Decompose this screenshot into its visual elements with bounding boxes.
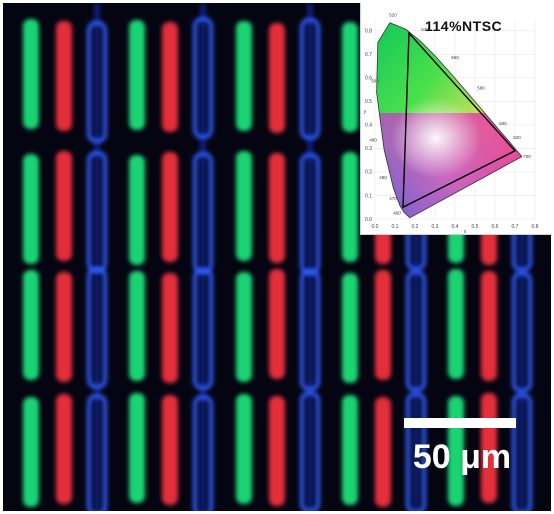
wavelength-label: 480 [379, 175, 387, 180]
subpixel-blue [512, 271, 532, 393]
blue-column-glow [307, 3, 313, 511]
subpixel-green [342, 395, 358, 505]
subpixel-red [269, 153, 285, 263]
subpixel-red [56, 272, 72, 382]
subpixel-green [342, 273, 358, 383]
x-tick-label: 0.5 [472, 224, 479, 230]
subpixel-green [23, 19, 39, 129]
subpixel-green [129, 20, 145, 130]
subpixel-green [23, 270, 39, 380]
x-axis-label: x [464, 229, 467, 234]
scale-bar-label: 50 μm [412, 438, 512, 476]
cie-chromaticity-diagram: 0.0 0.1 0.2 0.3 0.4 0.5 0.6 0.7 0.8 0.0 0.1 0.2 0.3 0… [364, 13, 539, 234]
subpixel-green [129, 271, 145, 381]
subpixel-red [162, 22, 178, 132]
blue-column-glow [94, 3, 100, 511]
subpixel-red [56, 151, 72, 261]
y-tick-label: 0.1 [365, 193, 372, 199]
x-tick-label: 0.2 [412, 224, 419, 230]
subpixel-green [342, 152, 358, 262]
wavelength-label: 600 [499, 121, 507, 126]
x-tick-label: 0.3 [432, 224, 439, 230]
y-tick-label: 0.6 [365, 76, 372, 82]
subpixel-green [23, 154, 39, 264]
subpixel-blue [193, 395, 213, 511]
y-tick-label: 0.2 [365, 170, 372, 176]
wavelength-label: 620 [513, 135, 521, 140]
subpixel-blue [193, 268, 213, 390]
subpixel-green [236, 21, 252, 131]
x-tick-label: 0.0 [372, 224, 379, 230]
subpixel-green [236, 394, 252, 504]
subpixel-red [162, 395, 178, 505]
subpixel-green [236, 151, 252, 261]
y-tick-label: 0.8 [365, 29, 372, 35]
subpixel-green [342, 22, 358, 132]
color-gamut-inset: 0.0 0.1 0.2 0.3 0.4 0.5 0.6 0.7 0.8 0.0 0.1 0.2 0.3 0… [360, 3, 552, 235]
x-tick-label: 0.7 [512, 224, 519, 230]
scale-bar: 50 μm [404, 412, 516, 476]
subpixel-blue [87, 394, 107, 511]
wavelength-label: 540 [421, 27, 429, 32]
gamut-triangle [402, 31, 517, 209]
subpixel-blue [300, 391, 320, 511]
subpixel-red [162, 152, 178, 262]
subpixel-red [375, 397, 391, 507]
wavelength-label: 580 [477, 86, 485, 91]
wavelength-label: 470 [389, 196, 397, 201]
wavelength-label: 560 [451, 55, 459, 60]
blue-column-glow [200, 3, 206, 511]
x-tick-label: 0.8 [532, 224, 539, 230]
subpixel-blue [406, 392, 426, 511]
y-tick-label: 0.0 [365, 217, 372, 223]
subpixel-green [129, 155, 145, 265]
wavelength-label: 700 [523, 154, 531, 159]
x-tick-label: 0.6 [492, 224, 499, 230]
subpixel-blue [193, 17, 213, 139]
scale-bar-line [404, 418, 516, 428]
x-tick-label: 0.4 [452, 224, 459, 230]
subpixel-blue [512, 393, 532, 511]
subpixel-blue [300, 18, 320, 140]
subpixel-blue [87, 21, 107, 143]
subpixel-green [23, 397, 39, 507]
x-tick-label: 0.1 [392, 224, 399, 230]
blue-column-glow [413, 3, 419, 511]
wavelength-label: 500 [371, 79, 379, 84]
subpixel-red [269, 269, 285, 379]
wavelength-label: 460 [393, 210, 401, 215]
y-tick-label: 0.3 [365, 146, 372, 152]
y-axis-label: y [364, 109, 367, 115]
subpixel-red [56, 21, 72, 131]
subpixel-red [162, 273, 178, 383]
y-tick-label: 0.5 [365, 99, 372, 105]
wavelength-label: 490 [369, 137, 377, 142]
subpixel-blue [406, 270, 426, 392]
y-tick-label: 0.7 [365, 52, 372, 58]
subpixel-blue [87, 267, 107, 389]
subpixel-red [481, 271, 497, 381]
ntsc-ratio-label: 114%NTSC [425, 18, 503, 34]
spectral-locus [376, 22, 523, 219]
subpixel-green [129, 393, 145, 503]
subpixel-green [236, 272, 252, 382]
subpixel-green [448, 269, 464, 379]
subpixel-blue [300, 269, 320, 391]
subpixel-red [269, 396, 285, 506]
subpixel-red [269, 23, 285, 133]
wavelength-label: 520 [389, 13, 397, 18]
y-tick-label: 0.4 [365, 123, 372, 129]
subpixel-red [375, 270, 391, 380]
blue-column-glow [519, 3, 525, 511]
subpixel-red [56, 394, 72, 504]
